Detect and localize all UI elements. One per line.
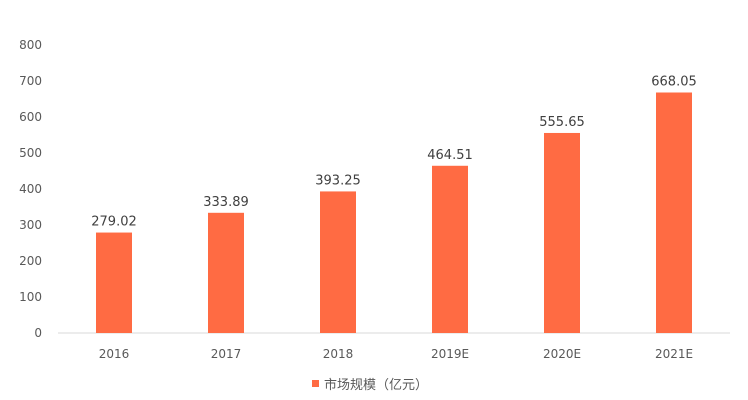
y-tick-label: 400: [19, 182, 42, 196]
y-tick-label: 600: [19, 110, 42, 124]
y-tick-label: 200: [19, 254, 42, 268]
y-tick-label: 800: [19, 38, 42, 52]
data-label: 464.51: [427, 148, 473, 163]
y-tick-label: 500: [19, 146, 42, 160]
data-label: 333.89: [203, 195, 249, 210]
x-tick-label: 2018: [323, 347, 354, 361]
data-label: 279.02: [91, 215, 137, 230]
x-tick-label: 2017: [211, 347, 242, 361]
data-label: 668.05: [651, 75, 697, 90]
x-tick-label: 2021E: [655, 347, 693, 361]
y-tick-label: 300: [19, 218, 42, 232]
y-tick-label: 100: [19, 290, 42, 304]
bar: [656, 92, 692, 333]
bar: [320, 191, 356, 333]
y-tick-label: 0: [34, 326, 42, 340]
x-axis-ticks: 2016 2017 2018 2019E 2020E 2021E: [99, 347, 693, 361]
bar: [208, 212, 244, 333]
y-axis-ticks: 0 100 200 300 400 500 600 700 800: [19, 38, 42, 340]
legend-swatch: [312, 379, 319, 387]
bar: [432, 165, 468, 333]
bar: [544, 132, 580, 333]
x-tick-label: 2020E: [543, 347, 581, 361]
bar: [96, 232, 132, 333]
y-tick-label: 700: [19, 74, 42, 88]
data-label: 393.25: [315, 173, 361, 188]
data-label: 555.65: [539, 115, 585, 130]
x-tick-label: 2016: [99, 347, 130, 361]
x-tick-label: 2019E: [431, 347, 469, 361]
bars: [96, 92, 692, 333]
legend-label: 市场规模（亿元）: [324, 377, 429, 393]
data-labels: 279.02 333.89 393.25 464.51 555.65 668.05: [91, 75, 697, 230]
legend: 市场规模（亿元）: [312, 374, 429, 393]
